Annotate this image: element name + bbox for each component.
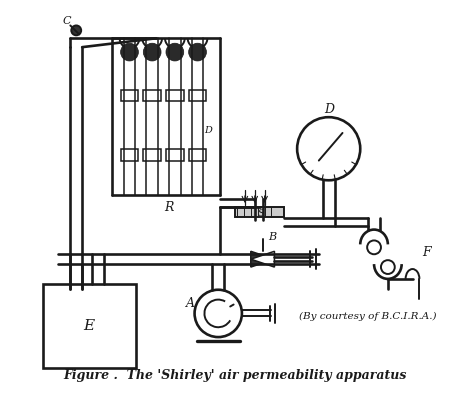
Text: R: R: [164, 201, 174, 215]
Bar: [166, 149, 184, 160]
Circle shape: [367, 241, 381, 254]
Text: (By courtesy of B.C.I.R.A.): (By courtesy of B.C.I.R.A.): [300, 312, 437, 321]
Text: A: A: [186, 297, 195, 310]
Bar: [143, 89, 161, 101]
Bar: [189, 89, 206, 101]
Bar: [143, 149, 161, 160]
Text: F: F: [422, 246, 431, 259]
Bar: [235, 207, 284, 217]
Bar: [121, 89, 138, 101]
Circle shape: [195, 290, 242, 337]
Bar: [166, 89, 184, 101]
Bar: [43, 284, 137, 368]
Bar: [121, 149, 138, 160]
Text: B: B: [268, 233, 276, 243]
Bar: [189, 149, 206, 160]
Circle shape: [297, 117, 360, 180]
Polygon shape: [251, 251, 275, 267]
Circle shape: [143, 43, 161, 61]
Text: E: E: [83, 319, 95, 333]
Text: Figure .  The 'Shirley' air permeability apparatus: Figure . The 'Shirley' air permeability …: [63, 369, 406, 382]
Polygon shape: [251, 251, 275, 267]
Circle shape: [121, 43, 138, 61]
Circle shape: [381, 260, 395, 274]
Circle shape: [166, 43, 184, 61]
Text: C: C: [62, 16, 71, 26]
Text: D: D: [324, 103, 333, 116]
Text: S: S: [257, 209, 264, 218]
Circle shape: [71, 25, 81, 35]
Circle shape: [189, 43, 206, 61]
Text: D: D: [204, 126, 212, 136]
